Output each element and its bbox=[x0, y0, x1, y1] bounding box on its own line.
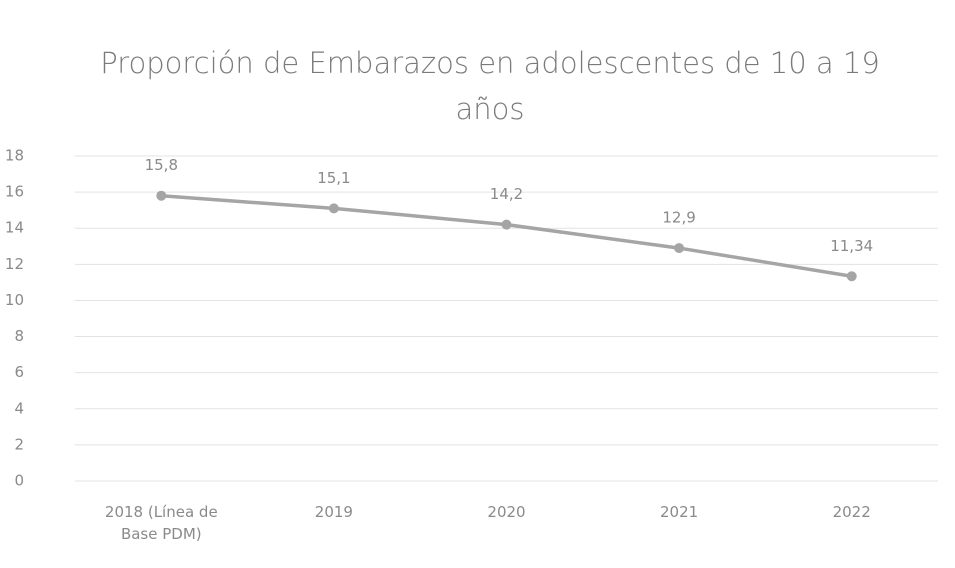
y-tick-label: 18 bbox=[5, 147, 24, 165]
y-tick-label: 0 bbox=[14, 472, 24, 490]
data-label: 15,8 bbox=[145, 156, 178, 174]
x-tick-label: 2022 bbox=[832, 503, 871, 521]
data-label: 14,2 bbox=[490, 185, 523, 203]
data-label: 15,1 bbox=[317, 169, 350, 187]
y-tick-label: 10 bbox=[5, 291, 24, 309]
x-tick-label: 2021 bbox=[660, 503, 699, 521]
x-tick-label: 2018 (Línea de Base PDM) bbox=[104, 503, 218, 543]
data-point bbox=[674, 243, 685, 254]
chart-title: Proporción de Embarazos en adolescentes … bbox=[100, 46, 880, 126]
x-tick-label: 2019 bbox=[314, 503, 353, 521]
y-tick-label: 14 bbox=[5, 219, 24, 237]
y-tick-label: 2 bbox=[14, 435, 24, 453]
y-tick-label: 6 bbox=[14, 363, 24, 381]
y-tick-label: 16 bbox=[5, 183, 24, 201]
y-tick-label: 4 bbox=[14, 399, 24, 417]
data-point bbox=[156, 190, 167, 201]
data-label: 11,34 bbox=[830, 237, 873, 255]
data-point bbox=[328, 203, 339, 214]
y-tick-label: 12 bbox=[5, 255, 24, 273]
x-tick-label: 2020 bbox=[487, 503, 526, 521]
data-point bbox=[846, 271, 857, 282]
y-tick-label: 8 bbox=[14, 327, 24, 345]
data-label: 12,9 bbox=[662, 209, 695, 227]
data-point bbox=[501, 219, 512, 230]
